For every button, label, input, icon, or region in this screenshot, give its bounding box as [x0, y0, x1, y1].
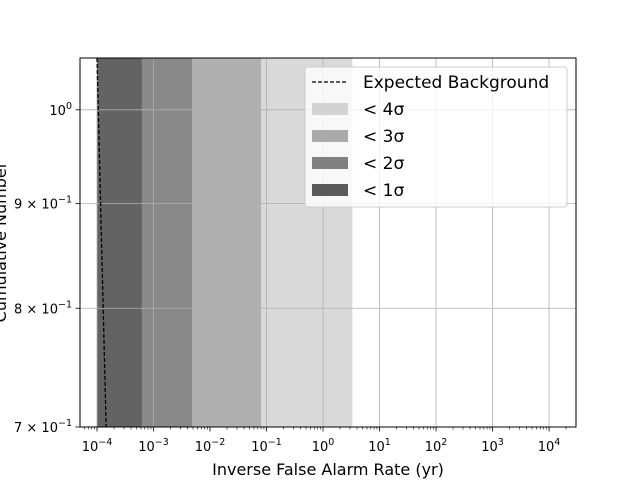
y-axis-label: Cumulative Number: [0, 161, 10, 322]
legend-swatch-2: [312, 130, 348, 142]
x-tick-label-1: 10−3: [138, 437, 169, 455]
x-tick-label-2: 10−2: [195, 437, 226, 455]
x-tick-label-4-exponent: 0: [328, 437, 334, 448]
x-tick-label-1-exponent: −3: [155, 437, 169, 448]
x-tick-label-8-exponent: 4: [554, 437, 560, 448]
x-tick-label-7: 103: [481, 437, 504, 455]
y-tick-label-1-base: 9 × 10: [14, 198, 58, 213]
series-line-1: [96, 58, 107, 427]
x-tick-label-3: 10−1: [251, 437, 282, 455]
legend-box: [304, 66, 568, 208]
y-tick-label-2-exponent: −1: [58, 299, 72, 310]
legend-label-1: < 4σ: [363, 100, 404, 120]
series-lines: [96, 58, 107, 427]
y-tick-label-0: 100: [49, 101, 72, 119]
plot-frame: [79, 57, 577, 428]
y-tick-label-1-exponent: −1: [58, 195, 72, 206]
x-tick-label-6-exponent: 2: [441, 437, 447, 448]
x-tick-label-2-exponent: −2: [211, 437, 225, 448]
y-tick-label-2-base: 8 × 10: [14, 302, 58, 317]
x-tick-label-3-exponent: −1: [268, 437, 282, 448]
x-tick-label-8: 104: [538, 437, 561, 455]
y-tick-label-1: 9 × 10−1: [14, 195, 72, 213]
x-axis-ticks: 10−4 10−3 10−2 10−1 100 101 102 103 104: [82, 427, 567, 455]
band-4: [97, 58, 142, 427]
x-axis-label: Inverse False Alarm Rate (yr): [212, 460, 444, 479]
legend-label-0: Expected Background: [363, 73, 549, 93]
x-tick-label-1-base: 10: [138, 440, 155, 455]
x-tick-label-0-base: 10: [82, 440, 99, 455]
x-tick-label-4-base: 10: [312, 440, 329, 455]
x-tick-label-8-base: 10: [538, 440, 555, 455]
x-tick-label-7-exponent: 3: [498, 437, 504, 448]
x-tick-label-3-base: 10: [251, 440, 268, 455]
legend: Expected Background < 4σ < 3σ < 2σ < 1σ: [304, 66, 568, 208]
legend-swatch-4: [312, 184, 348, 196]
y-tick-label-3-base: 7 × 10: [14, 421, 58, 436]
x-tick-label-5-base: 10: [368, 440, 385, 455]
y-tick-label-2: 8 × 10−1: [14, 299, 72, 317]
x-tick-label-0: 10−4: [82, 437, 113, 455]
x-tick-label-6: 102: [425, 437, 448, 455]
x-tick-label-4: 100: [312, 437, 335, 455]
x-tick-label-5: 101: [368, 437, 391, 455]
legend-swatch-3: [312, 157, 348, 169]
y-tick-label-0-exponent: 0: [66, 101, 72, 112]
x-tick-label-6-base: 10: [425, 440, 442, 455]
x-tick-label-5-exponent: 1: [385, 437, 391, 448]
legend-swatch-1: [312, 103, 348, 115]
x-tick-label-2-base: 10: [195, 440, 212, 455]
x-tick-label-7-base: 10: [481, 440, 498, 455]
y-tick-label-3: 7 × 10−1: [14, 418, 72, 436]
legend-label-2: < 3σ: [363, 127, 404, 147]
y-tick-label-3-exponent: −1: [58, 418, 72, 429]
legend-label-4: < 1σ: [363, 181, 404, 201]
legend-label-3: < 2σ: [363, 154, 404, 174]
y-tick-label-0-base: 10: [49, 104, 66, 119]
x-tick-label-0-exponent: −4: [98, 437, 112, 448]
